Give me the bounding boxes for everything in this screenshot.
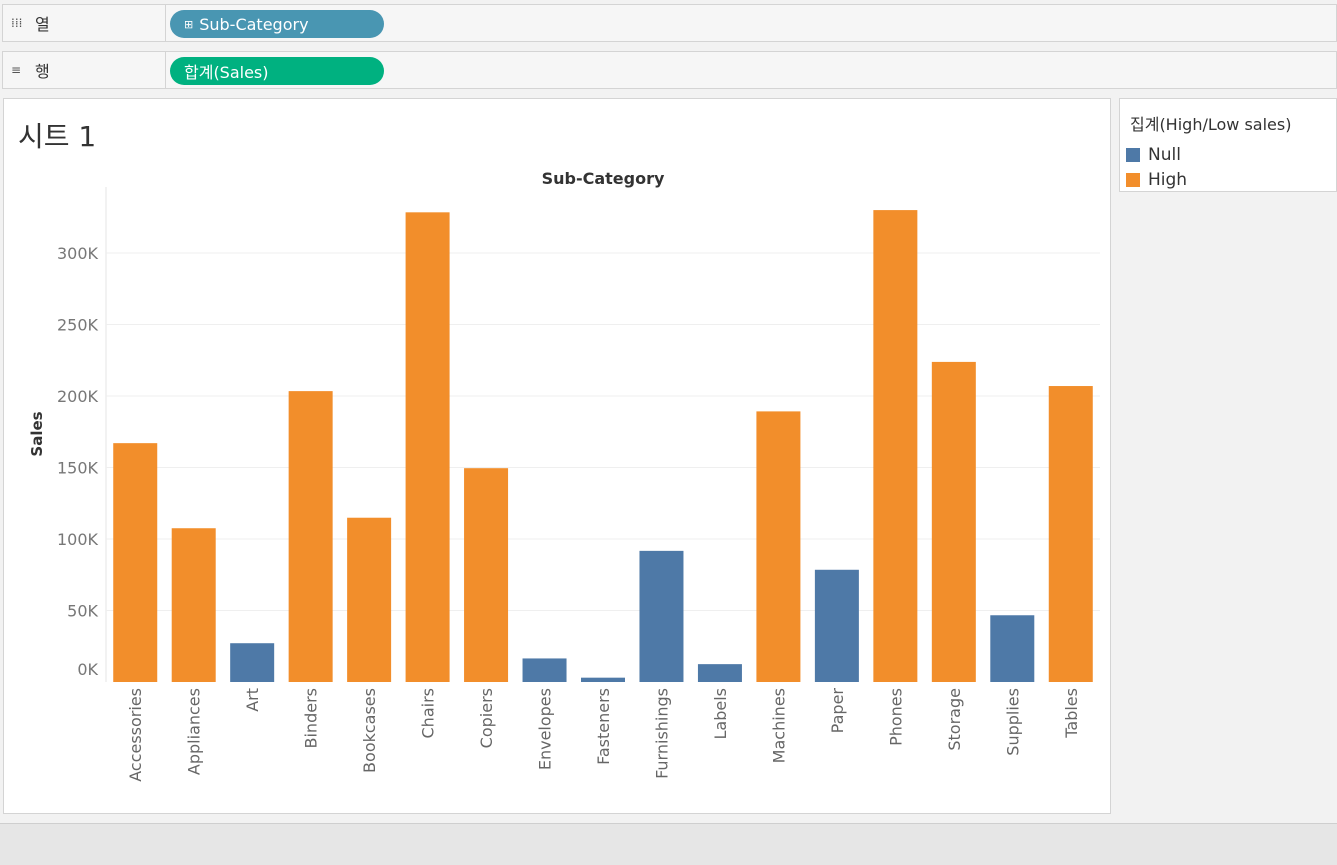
bar	[581, 677, 625, 682]
x-tick-label: Copiers	[477, 688, 496, 748]
x-tick-label: Fasteners	[594, 688, 613, 765]
bar	[464, 468, 509, 682]
bar	[1048, 386, 1093, 682]
color-legend: 집계(High/Low sales) Null High	[1119, 98, 1337, 192]
rows-shelf-label: ≡ 행	[3, 52, 166, 88]
columns-shelf-label: ⁞⁞⁞ 열	[3, 5, 166, 41]
x-tick-label: Machines	[769, 688, 788, 763]
sub-category-pill[interactable]: ⊞ Sub-Category	[170, 10, 384, 38]
bar	[288, 391, 333, 682]
x-tick-label: Paper	[828, 688, 847, 734]
x-tick-label: Phones	[886, 688, 905, 746]
y-tick-label: 200K	[57, 387, 99, 406]
chart-title: Sub-Category	[542, 169, 665, 188]
bar	[405, 212, 450, 682]
legend-item-null[interactable]: Null	[1126, 145, 1181, 165]
x-tick-label: Binders	[302, 688, 321, 748]
columns-shelf: ⁞⁞⁞ 열 ⊞ Sub-Category	[2, 4, 1337, 42]
bar-chart: Sub-Category Sales 0K 50K 100K 150K 200K 250K 30…	[28, 169, 1100, 782]
legend-swatch-null	[1126, 148, 1140, 162]
bar	[522, 658, 567, 682]
bar	[347, 517, 392, 682]
bar	[639, 550, 684, 682]
y-axis-label: Sales	[28, 411, 46, 456]
rows-icon: ≡	[11, 63, 22, 77]
x-tick-label: Labels	[711, 688, 730, 740]
bar	[113, 443, 158, 682]
status-bar	[0, 823, 1337, 865]
bar	[697, 664, 742, 682]
columns-icon: ⁞⁞⁞	[11, 16, 23, 30]
y-tick-label: 300K	[57, 244, 99, 263]
bar	[873, 210, 918, 682]
bar	[171, 528, 216, 682]
sheet-title: 시트 1	[18, 120, 97, 153]
x-tick-label: Chairs	[419, 688, 438, 738]
y-tick-label: 100K	[57, 530, 99, 549]
bar	[814, 569, 859, 682]
x-tick-label: Bookcases	[360, 688, 379, 773]
y-tick-label: 50K	[67, 602, 98, 621]
worksheet: 시트 1 Sub-Category Sales 0K 50K 100K 150K 200K 2…	[3, 98, 1111, 814]
legend-swatch-high	[1126, 173, 1140, 187]
x-tick-label: Art	[243, 688, 262, 712]
x-tick-label: Storage	[945, 688, 964, 751]
rows-shelf: ≡ 행 합계(Sales)	[2, 51, 1337, 89]
y-tick-label: 250K	[57, 316, 99, 335]
y-tick-label: 0K	[77, 660, 98, 679]
expand-icon[interactable]: ⊞	[184, 17, 194, 31]
bar	[230, 643, 275, 682]
legend-item-high[interactable]: High	[1126, 170, 1187, 190]
bar	[990, 615, 1035, 682]
x-tick-label: Accessories	[126, 688, 145, 782]
bar	[756, 411, 801, 682]
x-tick-label: Envelopes	[536, 688, 555, 770]
x-tick-label: Tables	[1062, 688, 1081, 739]
x-tick-label: Supplies	[1003, 688, 1022, 756]
sum-sales-pill[interactable]: 합계(Sales)	[170, 57, 384, 85]
legend-title: 집계(High/Low sales)	[1130, 115, 1292, 134]
bar	[931, 361, 976, 682]
x-tick-label: Furnishings	[652, 688, 671, 779]
x-tick-label: Appliances	[185, 688, 204, 775]
y-tick-label: 150K	[57, 459, 99, 478]
